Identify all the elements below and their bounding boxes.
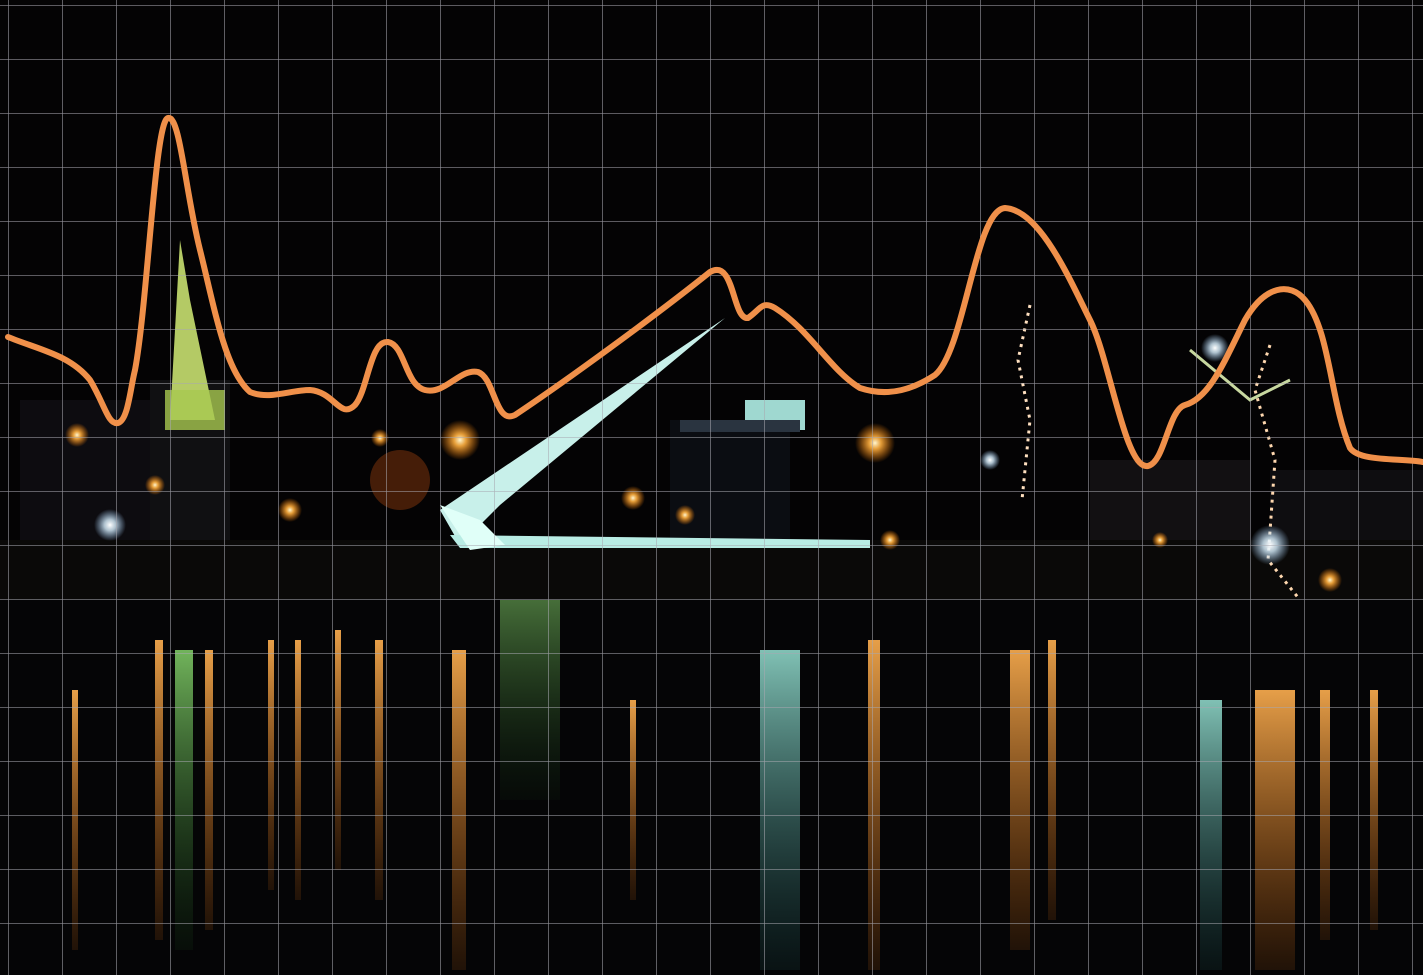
orange-curve [5, 115, 1423, 469]
